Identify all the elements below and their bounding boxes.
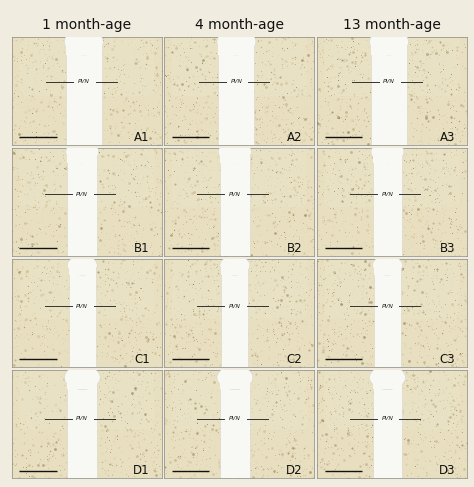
Bar: [66, 42, 102, 55]
Bar: [221, 265, 248, 367]
FancyBboxPatch shape: [19, 142, 154, 207]
Bar: [67, 377, 97, 478]
Text: D3: D3: [438, 464, 455, 477]
FancyBboxPatch shape: [172, 253, 307, 318]
Bar: [67, 152, 97, 163]
Ellipse shape: [370, 366, 405, 390]
FancyBboxPatch shape: [19, 253, 154, 318]
Text: PVN: PVN: [229, 416, 241, 421]
Text: 13 month-age: 13 month-age: [343, 18, 441, 32]
Bar: [69, 265, 96, 367]
Text: A1: A1: [134, 131, 150, 144]
FancyBboxPatch shape: [325, 253, 459, 318]
FancyBboxPatch shape: [325, 142, 459, 207]
FancyBboxPatch shape: [325, 31, 459, 96]
Bar: [220, 152, 250, 256]
Ellipse shape: [217, 29, 256, 55]
Bar: [67, 152, 97, 256]
Ellipse shape: [67, 256, 97, 275]
Text: B2: B2: [287, 242, 302, 255]
Ellipse shape: [217, 366, 253, 390]
Bar: [69, 265, 96, 275]
Text: A2: A2: [287, 131, 302, 144]
Bar: [373, 377, 402, 478]
Bar: [220, 377, 250, 390]
Ellipse shape: [64, 29, 103, 55]
Text: PVN: PVN: [383, 79, 395, 84]
FancyBboxPatch shape: [172, 365, 307, 430]
Text: A3: A3: [439, 131, 455, 144]
Text: D2: D2: [286, 464, 302, 477]
Text: PVN: PVN: [382, 416, 393, 421]
Bar: [374, 265, 401, 367]
Bar: [219, 42, 255, 55]
Ellipse shape: [219, 141, 251, 163]
Bar: [374, 265, 401, 275]
Text: PVN: PVN: [382, 192, 393, 197]
Text: 4 month-age: 4 month-age: [195, 18, 284, 32]
Text: PVN: PVN: [382, 304, 393, 309]
Text: B3: B3: [439, 242, 455, 255]
Bar: [67, 377, 97, 390]
Text: PVN: PVN: [229, 192, 241, 197]
Text: 1 month-age: 1 month-age: [42, 18, 131, 32]
Text: PVN: PVN: [76, 304, 88, 309]
FancyBboxPatch shape: [19, 31, 154, 96]
Bar: [371, 42, 407, 145]
Bar: [373, 377, 402, 390]
Bar: [220, 152, 250, 163]
Text: C2: C2: [286, 353, 302, 366]
Ellipse shape: [373, 256, 402, 275]
Text: C1: C1: [134, 353, 150, 366]
Ellipse shape: [371, 141, 404, 163]
FancyBboxPatch shape: [172, 31, 307, 96]
Text: PVN: PVN: [76, 416, 88, 421]
FancyBboxPatch shape: [325, 365, 459, 430]
Text: PVN: PVN: [76, 192, 88, 197]
Bar: [373, 152, 402, 256]
Bar: [373, 152, 402, 163]
Text: C3: C3: [439, 353, 455, 366]
Ellipse shape: [66, 141, 99, 163]
Bar: [219, 42, 255, 145]
Text: PVN: PVN: [78, 79, 90, 84]
FancyBboxPatch shape: [19, 365, 154, 430]
Text: D1: D1: [133, 464, 150, 477]
Ellipse shape: [370, 29, 409, 55]
Text: B1: B1: [134, 242, 150, 255]
Bar: [66, 42, 102, 145]
Ellipse shape: [64, 366, 100, 390]
Text: PVN: PVN: [229, 304, 241, 309]
FancyBboxPatch shape: [172, 142, 307, 207]
Text: PVN: PVN: [230, 79, 242, 84]
Ellipse shape: [220, 256, 250, 275]
Bar: [220, 377, 250, 478]
Bar: [221, 265, 248, 275]
Bar: [371, 42, 407, 55]
